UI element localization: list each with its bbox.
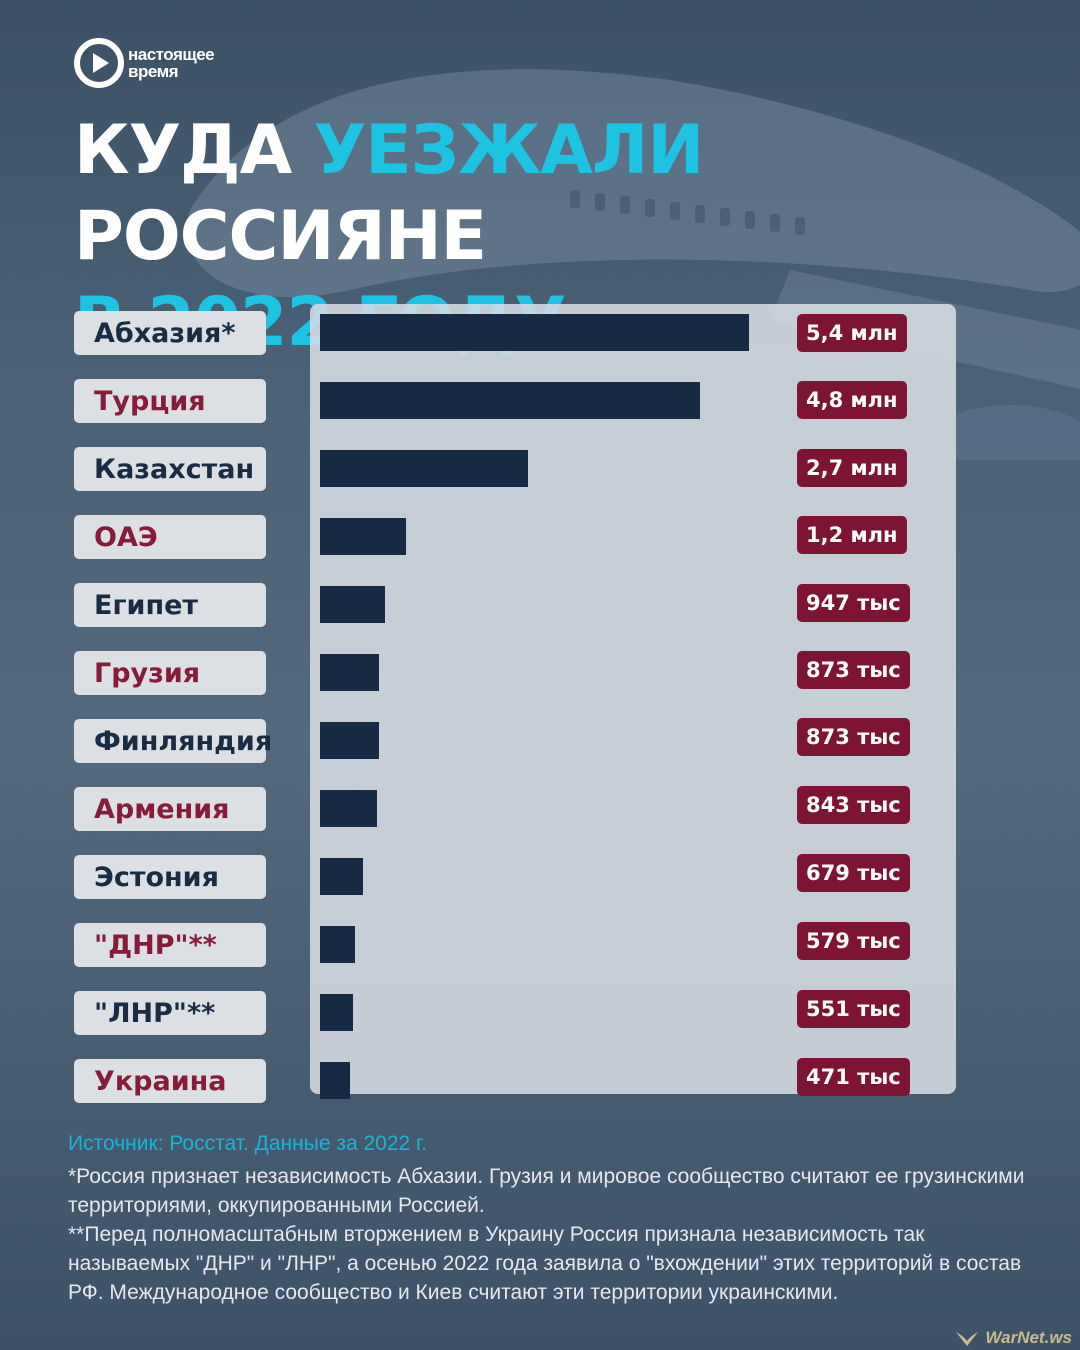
category-label: Украина xyxy=(74,1059,266,1103)
source-note: Источник: Росстат. Данные за 2022 г. xyxy=(68,1132,427,1155)
bar xyxy=(320,857,364,895)
value-label: 843 тыс xyxy=(797,786,910,825)
category-label: Армения xyxy=(74,787,266,831)
bar xyxy=(320,925,356,963)
bird-icon xyxy=(956,1332,979,1346)
bar xyxy=(320,449,529,487)
category-label: Абхазия* xyxy=(74,311,266,355)
category-label: Финляндия xyxy=(74,719,272,763)
value-label: 5,4 млн xyxy=(797,314,907,352)
page-title: КУДА УЕЗЖАЛИ РОССИЯНЕ В 2022 ГОДУ xyxy=(74,108,1080,366)
value-label: 679 тыс xyxy=(797,854,910,893)
value-label: 4,8 млн xyxy=(797,381,907,420)
category-label: "ЛНР"** xyxy=(74,991,266,1035)
title-part-2: РОССИЯНЕ xyxy=(74,197,487,276)
category-label: Эстония xyxy=(74,855,266,899)
bar xyxy=(320,585,386,623)
value-label: 1,2 млн xyxy=(797,516,907,555)
chart-panel xyxy=(310,304,956,1094)
bar xyxy=(320,313,749,351)
title-part-1: КУДА xyxy=(74,111,314,190)
watermark-text: WarNet.ws xyxy=(985,1328,1072,1347)
brand-line-1: настоящее xyxy=(128,45,215,64)
bar xyxy=(320,993,353,1031)
value-label: 873 тыс xyxy=(797,718,910,757)
category-label: "ДНР"** xyxy=(74,923,266,967)
play-circle-logo-icon xyxy=(74,38,124,88)
category-label: Египет xyxy=(74,583,266,627)
value-label: 471 тыс xyxy=(797,1058,910,1097)
watermark: WarNet.ws xyxy=(955,1328,1072,1348)
value-label: 873 тыс xyxy=(797,651,910,689)
category-label: Казахстан xyxy=(74,447,266,491)
bar xyxy=(320,789,377,827)
brand-line-2: время xyxy=(128,62,179,81)
category-label: ОАЭ xyxy=(74,515,266,559)
category-label: Грузия xyxy=(74,651,266,695)
bar xyxy=(320,1061,350,1099)
bar xyxy=(320,517,406,555)
value-label: 551 тыс xyxy=(797,990,910,1029)
footnote-dnr-lnr: **Перед полномасштабным вторжением в Укр… xyxy=(68,1223,1022,1304)
brand-logo: настоящее время xyxy=(74,38,215,88)
value-label: 947 тыс xyxy=(797,583,910,622)
value-label: 579 тыс xyxy=(797,922,910,961)
bar xyxy=(320,653,380,691)
brand-name: настоящее время xyxy=(128,45,215,81)
bar xyxy=(320,381,700,419)
footnote-abkhazia: *Россия признает независимость Абхазии. … xyxy=(68,1165,1025,1217)
value-label: 2,7 млн xyxy=(797,448,907,487)
bar xyxy=(320,721,380,759)
category-label: Турция xyxy=(74,379,266,423)
title-accent-1: УЕЗЖАЛИ xyxy=(313,111,704,190)
